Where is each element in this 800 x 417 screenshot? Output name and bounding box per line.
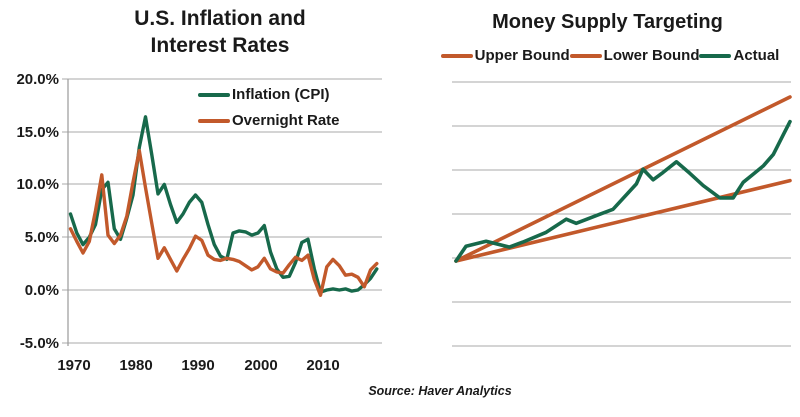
left-chart-legend: Inflation (CPI) Overnight Rate [198, 86, 340, 138]
source-note: Source: Haver Analytics [368, 384, 512, 398]
left-chart-title-line1: U.S. Inflation and [134, 7, 306, 30]
y-tick-0pct: 0.0% [25, 282, 59, 299]
right-series-actual-line [454, 119, 792, 263]
x-tick-1990: 1990 [181, 357, 214, 374]
x-tick-1970: 1970 [57, 357, 90, 374]
right-chart-legend: Upper Bound Lower Bound Actual [424, 47, 796, 64]
x-tick-2000: 2000 [244, 357, 277, 374]
right-chart-title: Money Supply Targeting [492, 11, 723, 33]
actual-line-swatch [699, 53, 732, 58]
legend-item-actual: Actual [699, 47, 779, 64]
legend-item-lower-bound: Lower Bound [569, 47, 700, 64]
x-tick-2010: 2010 [306, 357, 339, 374]
upper-bound-line-swatch [440, 53, 473, 58]
legend-item-upper-bound: Upper Bound [440, 47, 570, 64]
legend-label-actual: Actual [733, 47, 780, 64]
y-tick-15pct: 15.0% [16, 124, 59, 141]
y-tick-20pct: 20.0% [16, 71, 59, 88]
legend-label-overnight-rate: Overnight Rate [232, 112, 340, 129]
left-series-inflation-cpi--line [68, 115, 379, 294]
legend-item-inflation: Inflation (CPI) [198, 86, 340, 103]
x-tick-1980: 1980 [119, 357, 152, 374]
legend-item-overnight-rate: Overnight Rate [198, 112, 340, 129]
left-series-overnight-rate-line [68, 148, 379, 297]
legend-label-inflation: Inflation (CPI) [232, 86, 330, 103]
left-chart-title-line2: Interest Rates [150, 34, 290, 57]
y-tick-10pct: 10.0% [16, 176, 59, 193]
legend-label-upper-bound: Upper Bound [474, 47, 570, 64]
inflation-line-swatch [198, 92, 230, 97]
lower-bound-line-swatch [569, 53, 602, 58]
y-tick-neg5pct: -5.0% [20, 335, 59, 352]
right-series-upper-bound-line [454, 95, 792, 263]
y-tick-5pct: 5.0% [25, 229, 59, 246]
legend-label-lower-bound: Lower Bound [603, 47, 700, 64]
overnight-rate-line-swatch [198, 118, 230, 123]
left-chart-title: U.S. Inflation and Interest Rates [55, 5, 385, 59]
right-series-lower-bound-line [454, 178, 792, 263]
